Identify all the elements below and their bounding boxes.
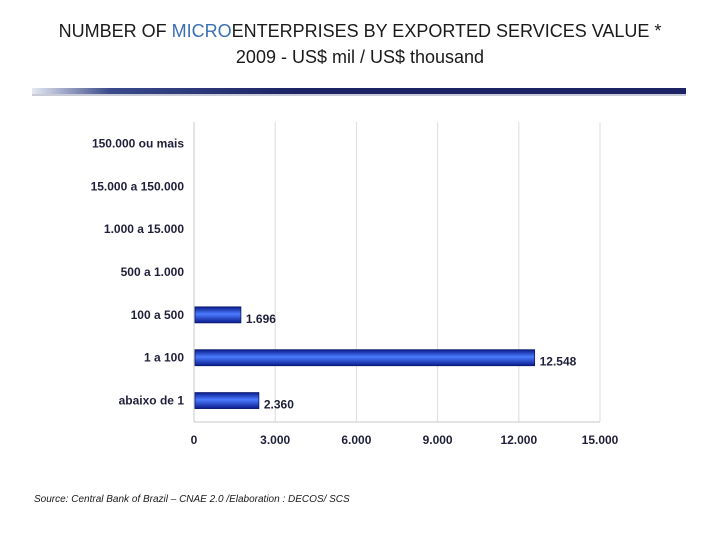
y-tick-label: 1.000 a 15.000 (104, 222, 184, 236)
title-line-1: NUMBER OF MICROENTERPRISES BY EXPORTED S… (0, 18, 720, 44)
x-tick-label: 9.000 (423, 433, 453, 447)
bar (194, 349, 536, 367)
data-label: 12.548 (540, 355, 577, 369)
bar (194, 392, 260, 409)
axis-layer: 0 3.000 6.000 9.000 12.000 15.000 150.000 ou m… (91, 122, 619, 447)
title-line-2: 2009 - US$ mil / US$ thousand (235, 47, 485, 67)
x-tick-label: 12.000 (500, 433, 537, 447)
title-divider-shadow (32, 94, 686, 96)
y-tick-label: abaixo de 1 (119, 394, 185, 408)
title-accent: MICRO (171, 21, 232, 41)
title-suffix: ENTERPRISES BY EXPORTED SERVICES VALUE * (231, 21, 662, 41)
x-tick-label: 3.000 (260, 433, 290, 447)
x-tick-label: 0 (191, 433, 198, 447)
y-tick-label: 500 a 1.000 (121, 265, 185, 279)
y-tick-label: 100 a 500 (131, 308, 185, 322)
grid-layer (274, 122, 601, 422)
title-prefix: NUMBER OF (58, 21, 172, 41)
y-tick-label: 1 a 100 (144, 351, 184, 365)
y-tick-label: 15.000 a 150.000 (91, 179, 185, 193)
title-divider (32, 88, 686, 94)
x-tick-label: 15.000 (582, 433, 619, 447)
y-tick-label: 150.000 ou mais (92, 136, 184, 150)
bar-chart: 0 3.000 6.000 9.000 12.000 15.000 150.000 ou m… (91, 122, 619, 447)
bar (194, 306, 242, 324)
bar-layer (194, 306, 536, 409)
chart-title: NUMBER OF MICROENTERPRISES BY EXPORTED S… (0, 18, 720, 70)
source-note: Source: Central Bank of Brazil – CNAE 2.… (34, 494, 350, 505)
x-tick-label: 6.000 (341, 433, 371, 447)
data-label: 1.696 (246, 312, 276, 326)
label-layer: 1.696 12.548 2.360 (246, 312, 577, 412)
data-label: 2.360 (264, 398, 294, 412)
